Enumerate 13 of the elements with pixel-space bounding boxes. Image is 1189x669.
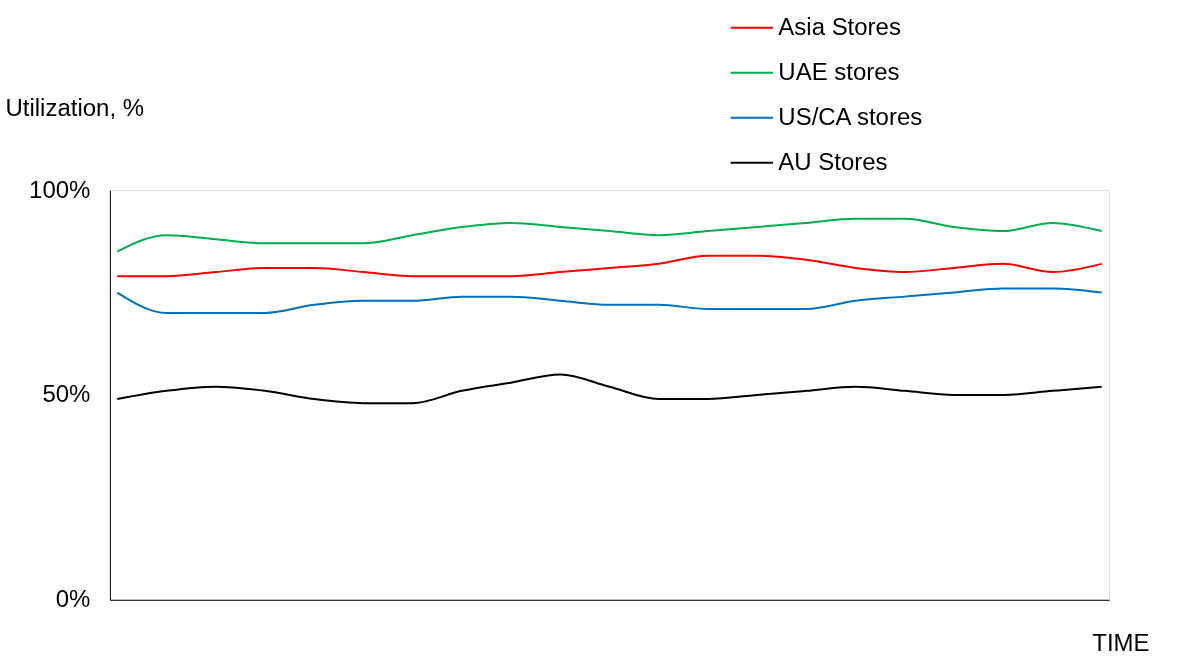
legend-label: AU Stores <box>778 147 888 175</box>
line-series <box>116 254 1103 278</box>
line-series <box>116 287 1103 315</box>
line-series <box>116 217 1103 253</box>
y-tick-label: 50% <box>42 380 91 408</box>
legend-label: US/CA stores <box>778 102 923 130</box>
y-tick-label: 100% <box>29 175 91 203</box>
legend-label: Asia Stores <box>778 12 901 40</box>
x-axis-title: TIME <box>1092 629 1150 657</box>
line-series <box>116 373 1103 405</box>
y-tick-label: 0% <box>55 585 91 613</box>
y-axis-title: Utilization, % <box>5 93 145 121</box>
legend-label: UAE stores <box>778 57 900 85</box>
